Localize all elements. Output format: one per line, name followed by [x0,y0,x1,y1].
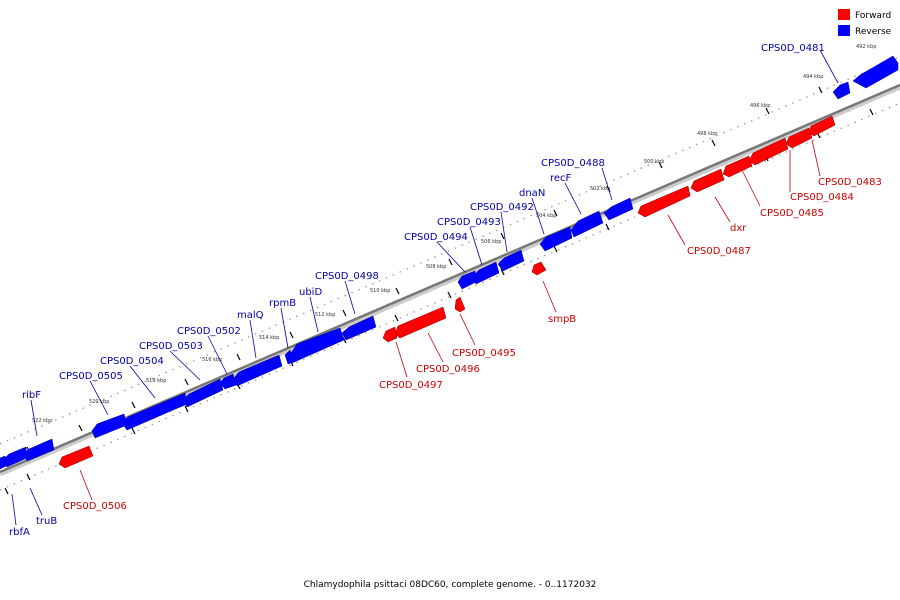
tick-label: 496 kbp [750,103,770,109]
gene-label: CPS0D_0506 [63,501,127,512]
gene-label: ribF [22,390,41,401]
tick-label: 516 kbp [202,357,222,363]
gene-label: rpmB [269,298,296,309]
genome-caption: Chlamydophila psittaci 08DC60, complete … [304,580,597,590]
forward-gene-arrow[interactable] [690,168,725,193]
tick-label: 520 kbp [89,399,109,405]
reverse-gene-arrow[interactable] [341,315,377,341]
gene-label: CPS0D_0505 [59,371,123,382]
reverse-track-guide [0,56,900,445]
reverse-gene-labels: CPS0D_0481 recF CPS0D_0488 dnaN CPS0D_04… [9,43,825,538]
scale-tick-marks [4,86,874,495]
tick-label: 512 kbp [315,312,335,318]
gene-label: CPS0D_0487 [687,246,751,257]
gene-label: CPS0D_0504 [100,356,164,367]
gene-label: smpB [548,314,576,325]
forward-gene-arrow[interactable] [722,155,753,178]
scale-tick-labels: 492 kbp 494 kbp 496 kbp 498 kbp 500 kbp … [32,44,876,424]
legend-swatch-reverse [838,25,850,36]
tick-label: 498 kbp [697,131,717,137]
reverse-gene-arrow[interactable] [603,197,634,221]
forward-gene-arrow[interactable] [58,445,94,469]
forward-genes [58,115,836,469]
tick-label: 492 kbp [856,44,876,50]
reverse-gene-arrow[interactable] [284,349,295,365]
gene-label: CPS0D_0502 [177,326,241,337]
tick-label: 500 kbp [644,159,664,165]
reverse-gene-arrow[interactable] [121,392,188,431]
gene-label: CPS0D_0481 [761,43,825,54]
gene-label: CPS0D_0496 [416,364,480,375]
tick-label: 522 kbp [32,418,52,424]
gene-label: CPS0D_0495 [452,348,516,359]
gene-label: ubiD [299,287,322,298]
tick-label: 514 kbp [259,335,279,341]
gene-label: CPS0D_0497 [379,380,443,391]
legend-label-reverse: Reverse [855,27,892,37]
tick-label: 494 kbp [803,74,823,80]
legend: Forward Reverse [838,9,892,37]
forward-gene-arrow[interactable] [531,261,547,276]
gene-label: recF [550,173,572,184]
tick-label: 504 kbp [536,213,556,219]
gene-label: malQ [237,310,264,321]
tick-label: 506 kbp [481,239,501,245]
gene-label: truB [36,516,57,527]
gene-label: CPS0D_0498 [315,271,379,282]
reverse-gene-arrow[interactable] [0,455,7,470]
reverse-gene-arrow[interactable] [852,55,899,89]
reverse-gene-arrow[interactable] [570,210,604,238]
reverse-gene-arrow[interactable] [91,413,128,439]
forward-gene-arrow[interactable] [382,326,398,343]
gene-label: CPS0D_0493 [437,217,501,228]
tick-label: 518 kbp [146,378,166,384]
gene-label: CPS0D_0484 [790,192,854,203]
tick-label: 502 kbp [590,186,610,192]
gene-label: CPS0D_0483 [818,177,882,188]
gene-label: dnaN [519,188,545,199]
gene-label: CPS0D_0485 [760,208,824,219]
reverse-gene-arrow[interactable] [457,270,477,290]
legend-label-forward: Forward [855,11,891,21]
tick-label: 510 kbp [370,288,390,294]
gene-label: CPS0D_0503 [139,341,203,352]
reverse-genes [0,55,899,470]
gene-label: rbfA [9,527,30,538]
leader-lines [11,49,839,526]
forward-gene-labels: CPS0D_0483 CPS0D_0484 CPS0D_0485 dxr CPS… [63,177,882,512]
forward-gene-arrow[interactable] [394,306,447,339]
reverse-gene-arrow[interactable] [832,81,851,100]
gene-label: CPS0D_0492 [470,202,534,213]
tick-label: 508 kbp [426,264,446,270]
reverse-gene-arrow[interactable] [539,226,573,252]
reverse-gene-arrow[interactable] [288,327,345,364]
gene-label: CPS0D_0494 [404,232,468,243]
forward-gene-arrow[interactable] [637,185,691,218]
forward-gene-arrow[interactable] [454,296,466,313]
legend-swatch-forward [838,9,850,20]
reverse-gene-arrow[interactable] [497,249,525,272]
gene-label: CPS0D_0488 [541,158,605,169]
gene-label: dxr [730,223,747,234]
